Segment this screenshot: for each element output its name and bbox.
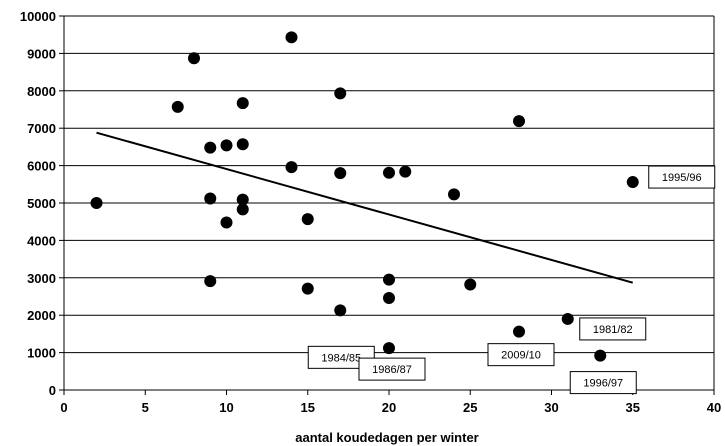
x-tick-label: 30	[544, 400, 558, 415]
data-point	[90, 197, 103, 209]
y-tick-label: 10000	[20, 9, 56, 24]
annotation-text: 1986/87	[372, 364, 412, 376]
data-point	[236, 193, 249, 206]
data-point	[513, 115, 525, 128]
x-tick-labels: 0 5 10 15 20 25 30 35 40	[60, 400, 721, 415]
data-point	[236, 97, 249, 110]
annotation-label: 1981/82	[579, 317, 647, 341]
annotation-box	[307, 345, 375, 369]
data-point	[285, 161, 298, 174]
y-tick-label: 8000	[27, 84, 56, 99]
y-tick-labels: 0 1000 2000 3000 4000 5000 6000 7000 8000 9000 100…	[20, 9, 56, 398]
annotation-label: 1986/87	[358, 357, 426, 381]
y-tick-label: 2000	[27, 308, 56, 323]
annotation-text: 2009/10	[501, 350, 541, 362]
x-tick-label: 40	[707, 400, 721, 415]
x-tick-label: 10	[219, 400, 233, 415]
y-tick-label: 0	[49, 383, 56, 398]
y-tick-label: 7000	[27, 121, 56, 136]
x-tick-label: 20	[382, 400, 396, 415]
annotation-label: 1996/97	[569, 371, 637, 395]
data-point	[383, 166, 395, 179]
data-point	[464, 278, 477, 291]
annotation-text: 1995/96	[662, 172, 702, 184]
data-point	[220, 216, 233, 229]
data-point	[204, 275, 217, 288]
data-point	[334, 167, 347, 180]
y-tick-label: 1000	[27, 346, 56, 361]
data-point	[383, 273, 395, 286]
annotation-box	[579, 317, 647, 341]
x-tick-label: 25	[463, 400, 477, 415]
annotation-label: 1995/96	[648, 165, 716, 189]
y-tick-label: 5000	[27, 196, 56, 211]
gridlines	[64, 15, 714, 354]
data-point	[334, 87, 347, 100]
data-point	[594, 349, 607, 362]
data-point	[171, 100, 184, 113]
y-tick-label: 9000	[27, 46, 56, 61]
y-tick-label: 6000	[27, 159, 56, 174]
trendline	[96, 131, 634, 284]
x-tick-label: 5	[142, 400, 149, 415]
data-point	[220, 139, 233, 152]
data-point	[236, 203, 249, 216]
data-point	[236, 138, 249, 151]
annotations: 1995/96 1984/85 1986/87 2009/10 1981/82 1996/…	[307, 165, 716, 395]
data-point	[301, 282, 314, 295]
annotation-label: 2009/10	[487, 343, 555, 367]
data-point	[383, 291, 395, 304]
data-point	[285, 31, 298, 44]
x-axis-label: aantal koudedagen per winter	[295, 430, 479, 445]
annotation-text: 1981/82	[593, 324, 633, 336]
data-point	[188, 52, 200, 65]
trendline-layer	[96, 131, 634, 284]
data-point	[513, 325, 525, 338]
data-point	[626, 176, 639, 189]
data-point	[334, 304, 347, 317]
annotation-label: 1984/85	[307, 345, 375, 369]
annotation-box	[487, 343, 555, 367]
data-point	[399, 165, 412, 178]
annotation-box	[358, 357, 426, 381]
data-point	[204, 141, 217, 154]
data-point	[301, 213, 314, 226]
x-tick-label: 15	[301, 400, 315, 415]
data-point	[204, 192, 217, 205]
annotation-text: 1984/85	[321, 352, 361, 364]
annotation-box	[569, 371, 637, 395]
data-point	[448, 188, 460, 201]
x-tick-label: 0	[60, 400, 67, 415]
x-tick-label: 35	[626, 400, 640, 415]
data-point	[383, 342, 395, 355]
data-point	[561, 312, 574, 325]
y-tick-label: 3000	[27, 271, 56, 286]
annotation-box	[648, 165, 716, 189]
y-tick-label: 4000	[27, 233, 56, 248]
annotation-text: 1996/97	[583, 378, 623, 390]
data-points	[90, 31, 639, 362]
